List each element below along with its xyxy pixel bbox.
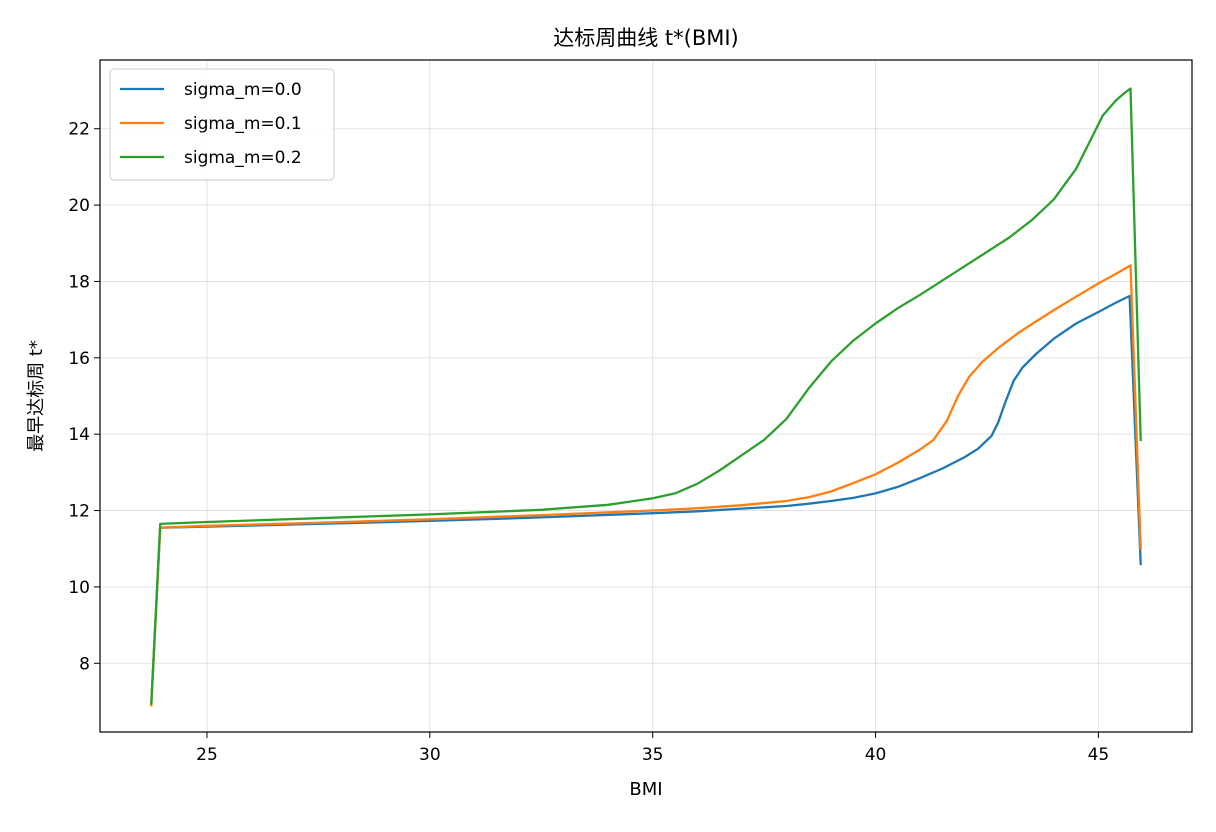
y-tick-label: 10 bbox=[68, 578, 90, 598]
chart-title: 达标周曲线 t*(BMI) bbox=[553, 26, 739, 50]
x-tick-label: 45 bbox=[1088, 745, 1110, 765]
x-tick-label: 30 bbox=[419, 745, 441, 765]
y-tick-label: 12 bbox=[68, 502, 90, 522]
grid bbox=[100, 60, 1192, 732]
y-tick-label: 20 bbox=[68, 196, 90, 216]
series-line-2 bbox=[150, 87, 1142, 705]
legend-frame bbox=[109, 68, 335, 181]
series-line-1 bbox=[150, 264, 1142, 707]
series-line-0 bbox=[150, 294, 1142, 705]
legend-entry-0: sigma_m=0.0 bbox=[184, 80, 302, 100]
x-tick-label: 40 bbox=[865, 745, 887, 765]
legend-entry-2: sigma_m=0.2 bbox=[184, 148, 302, 168]
y-axis-label: 最早达标周 t* bbox=[26, 340, 47, 452]
x-axis-label: BMI bbox=[629, 779, 662, 800]
plot-frame bbox=[99, 59, 1193, 733]
legend-entry-1: sigma_m=0.1 bbox=[184, 114, 302, 134]
y-tick-label: 8 bbox=[79, 654, 90, 674]
y-tick-label: 22 bbox=[68, 120, 90, 140]
y-tick-label: 14 bbox=[68, 425, 90, 445]
y-tick-label: 18 bbox=[68, 272, 90, 292]
x-axis-ticks: 25 30 35 40 45 bbox=[196, 732, 1109, 765]
y-axis-ticks: 8 10 12 14 16 18 20 22 bbox=[68, 120, 100, 674]
x-tick-label: 35 bbox=[642, 745, 664, 765]
series-layer bbox=[150, 87, 1142, 707]
x-tick-label: 25 bbox=[196, 745, 218, 765]
legend: sigma_m=0.0 sigma_m=0.1 sigma_m=0.2 bbox=[109, 68, 335, 181]
y-tick-label: 16 bbox=[68, 349, 90, 369]
